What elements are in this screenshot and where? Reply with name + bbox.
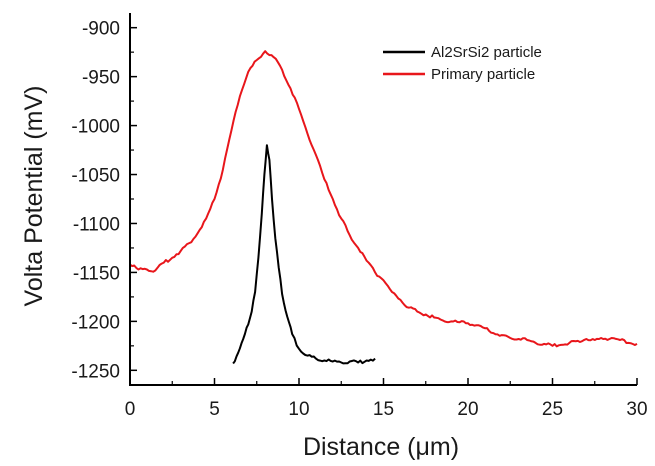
y-tick-label: -1250	[71, 361, 120, 382]
legend: Al2SrSi2 particle Primary particle	[383, 44, 542, 83]
x-tick-label: 0	[125, 399, 136, 420]
x-tick-label: 15	[373, 399, 394, 420]
axes	[129, 13, 637, 386]
series-line-2	[129, 50, 638, 348]
legend-label-2: Primary particle	[431, 66, 535, 83]
x-tick-label: 10	[288, 399, 309, 420]
ticks	[129, 26, 638, 385]
y-tick-label: -950	[82, 68, 120, 89]
y-tick-label: -1200	[71, 312, 120, 333]
y-tick-label: -900	[82, 19, 120, 40]
y-axis-title: Volta Potential (mV)	[20, 86, 48, 307]
x-tick-label: 20	[457, 399, 478, 420]
x-tick-label: 5	[209, 399, 220, 420]
y-tick-label: -1100	[73, 214, 120, 235]
series-line-1	[232, 144, 376, 365]
plot-lines	[129, 50, 638, 365]
y-tick-label: -1150	[73, 263, 120, 284]
legend-label-1: Al2SrSi2 particle	[431, 44, 542, 61]
y-tick-label: -1000	[71, 117, 120, 138]
x-tick-label: 25	[542, 399, 563, 420]
x-tick-label: 30	[626, 399, 647, 420]
y-tick-label: -1050	[71, 166, 120, 187]
tick-labels: 0 5 10 15 20 25 30 -900 -950 -1000 -1050 -1100 -1150…	[71, 19, 647, 420]
x-axis-title: Distance (μm)	[303, 433, 459, 461]
